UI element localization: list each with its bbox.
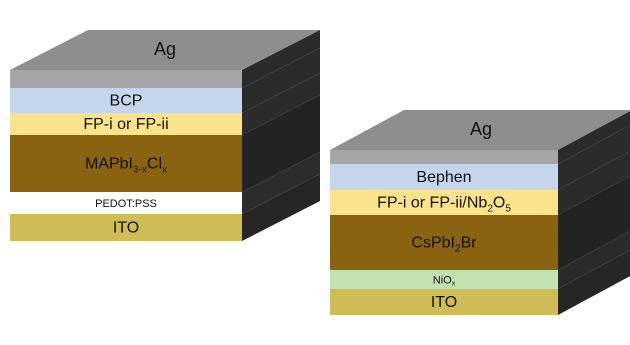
pedot-pss-layer [10, 192, 242, 214]
ag-top-face [330, 110, 630, 150]
fp-nb2o5-side-face [558, 151, 630, 215]
perovskite-label: MAPbI3-xClx [85, 156, 167, 176]
perovskite-label: CsPbI2Br [411, 235, 477, 255]
perovskite-side-face [242, 95, 320, 192]
left-device-stack: Ag BCP FP-i or FP-ii MAPbI3-xClx PEDOT:PSS IT… [10, 30, 320, 241]
ito-layer [10, 214, 242, 241]
right-device-stack: Ag Bephen FP-i or FP-ii/Nb2O5 CsPbI2Br NiOx I… [330, 110, 630, 315]
ito-label: ITO [113, 220, 139, 237]
ito-side-face [558, 250, 630, 315]
ag-layer [330, 150, 558, 164]
ag-top-face [10, 30, 320, 70]
perovskite-side-face [558, 176, 630, 270]
ito-label: ITO [431, 294, 457, 311]
fp-layer [10, 113, 242, 135]
bephen-label: Bephen [416, 169, 471, 186]
perovskite-layer [330, 215, 558, 270]
ag-side-face [242, 30, 320, 88]
bephen-side-face [558, 125, 630, 190]
ag-side-face [558, 111, 630, 164]
niox-side-face [558, 231, 630, 289]
pedot-pss-label: PEDOT:PSS [95, 198, 157, 210]
bcp-layer [10, 88, 242, 113]
bcp-side-face [242, 48, 320, 113]
bcp-label: BCP [110, 93, 143, 110]
pedot-pss-side-face [242, 152, 320, 214]
perovskite-layer [10, 135, 242, 192]
fp-nb2o5-label: FP-i or FP-ii/Nb2O5 [377, 195, 511, 215]
ito-layer [330, 289, 558, 315]
fp-nb2o5-layer [330, 190, 558, 215]
ag-label: Ag [154, 39, 176, 59]
fp-label: FP-i or FP-ii [83, 116, 168, 133]
ito-side-face [242, 174, 320, 241]
ag-label: Ag [470, 119, 492, 139]
ag-layer [10, 70, 242, 88]
niox-label: NiOx [433, 274, 456, 287]
bephen-layer [330, 164, 558, 190]
niox-layer [330, 270, 558, 289]
fp-side-face [242, 73, 320, 135]
